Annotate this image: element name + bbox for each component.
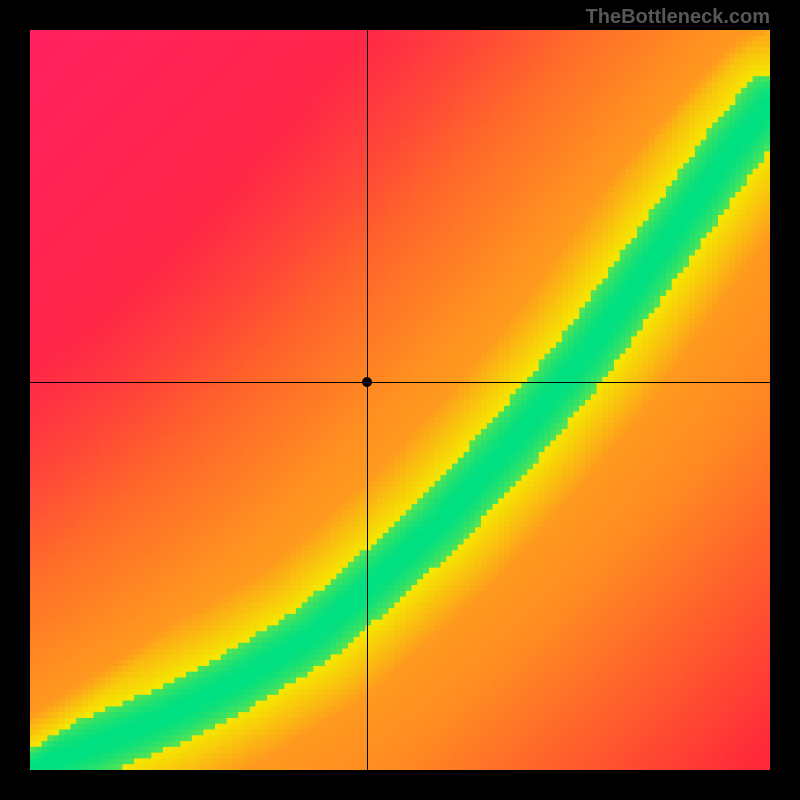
- crosshair-vertical: [367, 30, 368, 770]
- bottleneck-heatmap: [30, 30, 770, 770]
- watermark-text: TheBottleneck.com: [586, 6, 770, 29]
- plot-area: [30, 30, 770, 770]
- chart-container: TheBottleneck.com: [0, 0, 800, 800]
- crosshair-horizontal: [30, 382, 770, 383]
- crosshair-marker-dot: [362, 377, 372, 387]
